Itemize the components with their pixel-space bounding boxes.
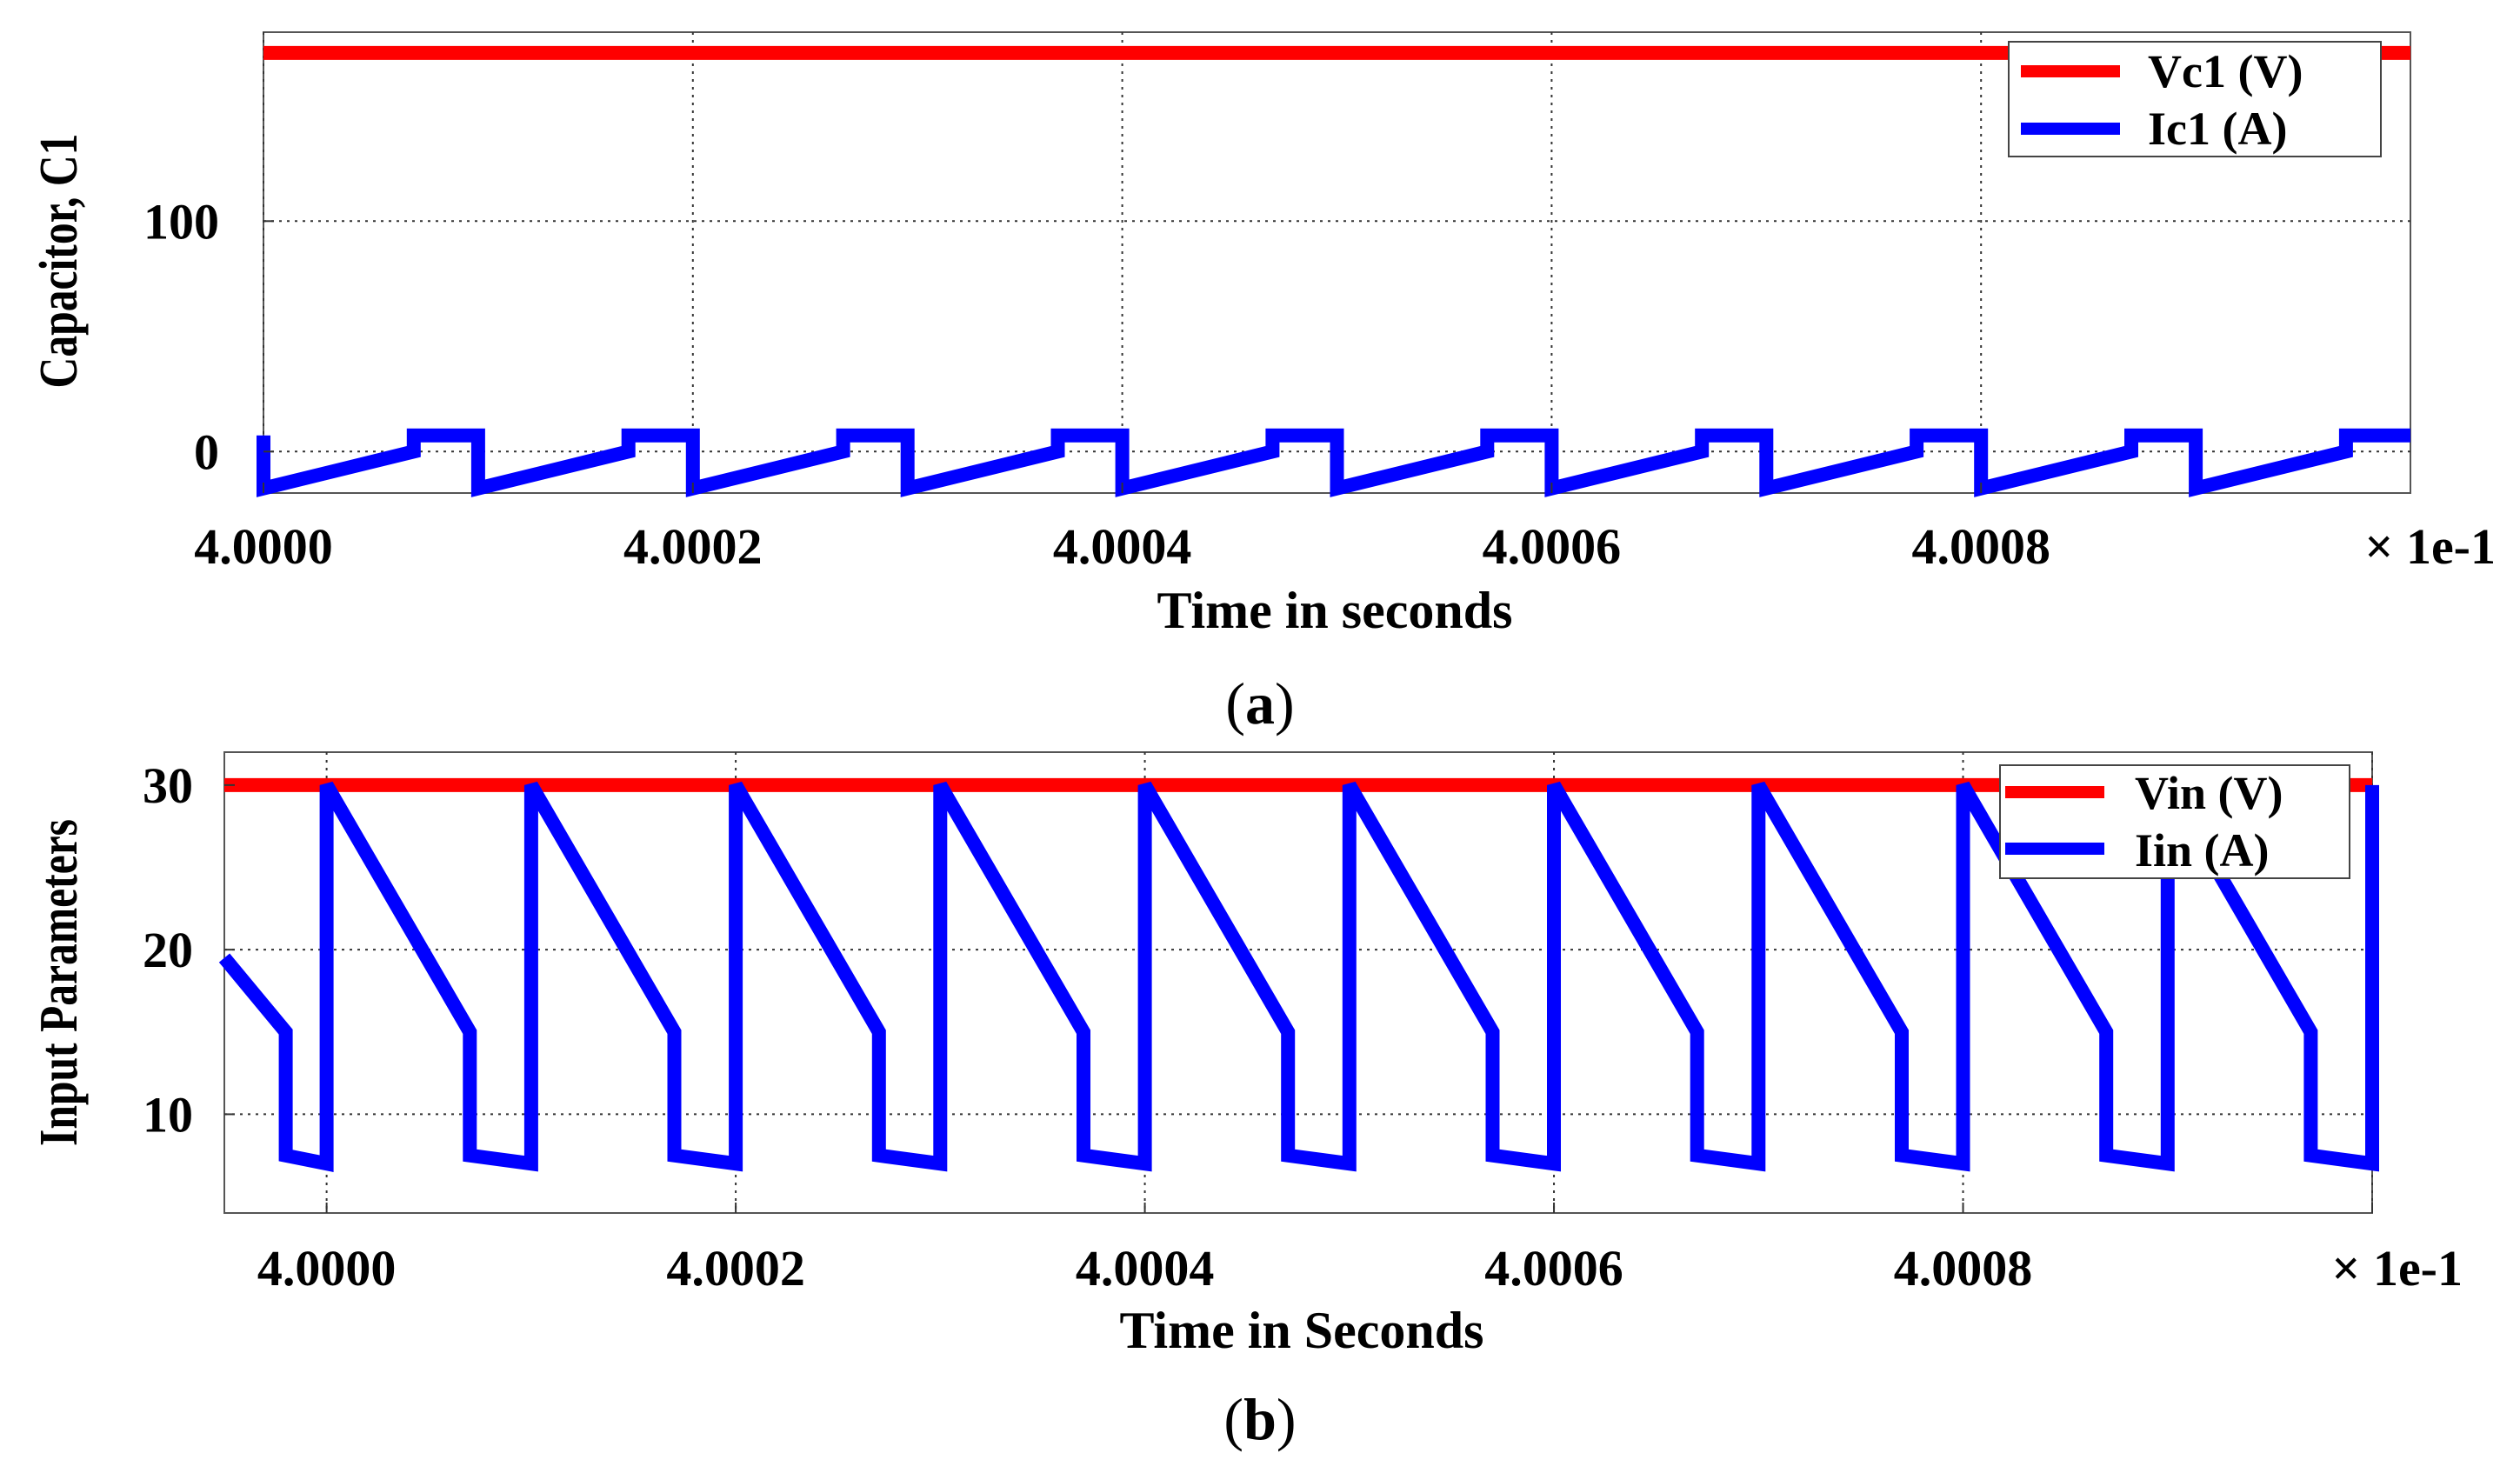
b-y-ticks: 10 20 30 <box>143 757 235 1143</box>
a-legend-label-vc1: Vc1 (V) <box>2148 45 2303 97</box>
b-y-axis-label: Input Parameters <box>30 819 89 1146</box>
a-panel-label: (a) <box>1225 670 1294 736</box>
b-x-tick-label: 4.0006 <box>1484 1240 1623 1296</box>
a-legend-label-ic1: Ic1 (A) <box>2148 103 2287 155</box>
a-series-line-ic1-a <box>257 428 2410 497</box>
b-series-line-iin-a <box>218 781 2379 1172</box>
a-x-axis-label: Time in seconds <box>1157 582 1513 639</box>
b-x-ticks: 4.0000 4.0002 4.0004 4.0006 4.0008 <box>257 1203 2373 1296</box>
b-y-tick-label: 20 <box>143 922 193 978</box>
a-x-tick-label: 4.0006 <box>1483 518 1622 575</box>
b-x-axis-label: Time in Seconds <box>1120 1302 1484 1359</box>
a-y-tick-label: 0 <box>194 423 219 480</box>
a-y-tick-label: 100 <box>143 193 219 250</box>
b-legend: Vin (V) Iin (A) <box>1999 764 2350 879</box>
a-y-ticks: 0 100 <box>143 193 274 480</box>
b-x-tick-label: 4.0008 <box>1894 1240 2033 1296</box>
b-legend-label-iin: Iin (A) <box>2135 824 2270 876</box>
panel-a: 0 100 4.0000 4.0002 4.0004 4.0006 4.0008 Capa… <box>30 31 2496 736</box>
a-x-tick-label: 4.0000 <box>194 518 333 575</box>
a-x-multiplier: × 1e-1 <box>2364 518 2496 575</box>
panel-b: 10 20 30 4.0000 4.0002 4.0004 4.0006 4.0008 In… <box>30 751 2463 1452</box>
b-panel-label: (b) <box>1223 1386 1296 1452</box>
b-x-tick-label: 4.0004 <box>1076 1240 1215 1296</box>
b-x-tick-label: 4.0000 <box>257 1240 397 1296</box>
b-legend-box <box>1999 764 2350 879</box>
a-x-tick-label: 4.0002 <box>623 518 763 575</box>
a-legend-box <box>2008 41 2382 157</box>
a-x-tick-label: 4.0004 <box>1053 518 1192 575</box>
b-y-tick-label: 30 <box>143 757 193 814</box>
b-x-tick-label: 4.0002 <box>666 1240 805 1296</box>
b-x-multiplier: × 1e-1 <box>2331 1240 2463 1296</box>
a-legend: Vc1 (V) Ic1 (A) <box>2008 41 2382 157</box>
b-legend-label-vin: Vin (V) <box>2135 767 2283 819</box>
b-y-tick-label: 10 <box>143 1086 193 1143</box>
a-x-ticks: 4.0000 4.0002 4.0004 4.0006 4.0008 <box>194 483 2050 575</box>
a-x-tick-label: 4.0008 <box>1911 518 2050 575</box>
a-y-axis-label: Capacitor, C1 <box>30 134 89 389</box>
